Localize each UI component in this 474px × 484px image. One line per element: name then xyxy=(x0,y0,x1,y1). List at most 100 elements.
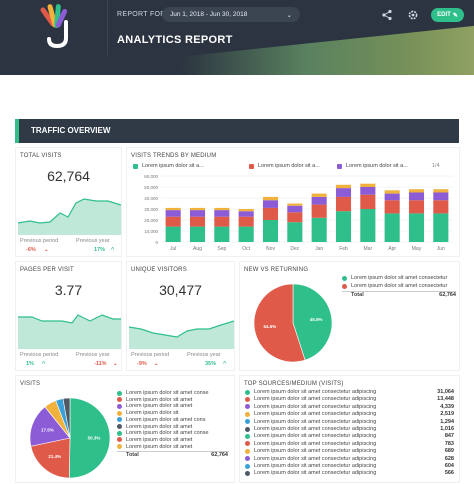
edit-button[interactable]: EDIT ✎ xyxy=(431,8,464,22)
chevron-down-icon: ⌄ xyxy=(286,11,292,19)
source-value: 13,448 xyxy=(437,396,454,403)
legend-item: Lorem ipsum dolor sit amet consectetur xyxy=(342,283,447,289)
total-value: 62,764 xyxy=(439,292,456,298)
pie-slice xyxy=(30,406,71,447)
legend-label: Lorem ipsum dolor sit amet xyxy=(126,403,193,410)
bar-segment xyxy=(214,216,230,227)
pie-label: 45.5% xyxy=(310,317,323,322)
legend-swatch xyxy=(245,404,250,410)
y-tick-label: 40,000 xyxy=(144,196,158,201)
legend-label: Lorem ipsum dolor sit amet xyxy=(126,443,193,450)
legend-pager[interactable]: 1/4 xyxy=(432,163,440,169)
legend-swatch xyxy=(245,419,250,425)
list-item: Lorem ipsum dolor sit amet consectetur a… xyxy=(245,426,376,432)
source-label: Lorem ipsum dolor sit amet consectetur a… xyxy=(254,411,377,418)
legend-swatch xyxy=(245,433,250,439)
pager-label: 1/4 xyxy=(432,163,440,169)
prev-year-label: Previous year xyxy=(187,352,221,358)
prev-period-label: Previous period xyxy=(20,238,59,244)
edit-label: EDIT xyxy=(437,12,451,18)
legend-swatch xyxy=(245,426,250,432)
legend-label: Lorem ipsum dolor sit a... xyxy=(258,163,320,169)
new-vs-returning-card: NEW VS RETURNING 45.5% 54.5% Lorem ipsum … xyxy=(239,261,460,371)
legend-swatch xyxy=(245,411,250,417)
share-icon[interactable] xyxy=(381,8,393,21)
bar-segment xyxy=(433,200,449,214)
bar-segment xyxy=(287,212,303,223)
source-value: 783 xyxy=(444,440,454,447)
bar-segment xyxy=(165,207,181,211)
source-value: 847 xyxy=(444,433,454,440)
source-value: 4,339 xyxy=(440,403,454,410)
legend-swatch xyxy=(117,410,122,416)
x-tick-label: Jun xyxy=(437,246,445,252)
sparkline xyxy=(18,314,121,349)
legend-swatch xyxy=(342,283,347,289)
source-value: 31,064 xyxy=(437,389,454,395)
bar-segment xyxy=(384,190,400,194)
section-title-bar: TRAFFIC OVERVIEW xyxy=(15,119,459,143)
legend-item: Lorem ipsum dolor sit amet xyxy=(117,444,192,450)
prev-period-label: Previous period xyxy=(131,352,170,358)
date-range-select[interactable]: Jun 1, 2018 - Jun 30, 2018 ⌄ xyxy=(162,7,300,22)
legend-swatch xyxy=(245,463,250,469)
bar-segment xyxy=(408,213,425,242)
arrow-up-icon: ^ xyxy=(42,361,46,367)
x-tick-label: Jan xyxy=(315,246,323,252)
source-value: 1,016 xyxy=(440,426,454,432)
source-label: Lorem ipsum dolor sit amet consectetur a… xyxy=(254,426,377,432)
legend-swatch xyxy=(133,163,138,169)
legend-item: Lorem ipsum dolor sit amet cons xyxy=(117,417,205,423)
source-value: 604 xyxy=(444,463,454,469)
bar-segment xyxy=(262,220,279,242)
legend-label: Lorem ipsum dolor sit amet consectetur xyxy=(351,283,448,289)
legend-swatch xyxy=(245,396,250,402)
source-label: Lorem ipsum dolor sit amet consectetur a… xyxy=(254,418,377,425)
list-item: Lorem ipsum dolor sit amet consectetur a… xyxy=(245,433,376,439)
legend-item: Lorem ipsum dolor sit xyxy=(117,410,179,416)
legend-swatch xyxy=(117,390,122,396)
legend-swatch xyxy=(337,163,342,169)
pencil-icon: ✎ xyxy=(452,12,458,19)
bar-segment xyxy=(360,187,376,195)
visits-card: VISITS 50.3% 21.4% 17.5% Lorem ipsum dolor… xyxy=(15,375,235,483)
y-tick-label: 10,000 xyxy=(144,229,158,234)
source-label: Lorem ipsum dolor sit amet consectetur a… xyxy=(254,470,377,477)
source-label: Lorem ipsum dolor sit amet consectetur a… xyxy=(254,396,377,403)
pie-label: 54.5% xyxy=(264,324,277,329)
total-label: Total xyxy=(351,292,364,298)
x-tick-label: Nov xyxy=(266,246,275,252)
legend-label: Lorem ipsum dolor sit amet conse xyxy=(126,430,209,437)
legend-swatch xyxy=(245,389,250,395)
source-value: 689 xyxy=(444,448,454,455)
legend-item: Lorem ipsum dolor sit amet xyxy=(117,424,192,430)
x-tick-label: Feb xyxy=(339,246,348,252)
bar-segment xyxy=(433,213,449,242)
bar-segment xyxy=(238,216,254,227)
stacked-bar-chart: 0 10,000 20,000 30,000 40,000 50,000 60,000 Jul… xyxy=(144,174,453,252)
legend-swatch xyxy=(117,397,122,403)
source-label: Lorem ipsum dolor sit amet consectetur a… xyxy=(254,389,377,395)
list-item: Lorem ipsum dolor sit amet consectetur a… xyxy=(245,463,376,469)
list-item: Lorem ipsum dolor sit amet consectetur a… xyxy=(245,456,376,462)
bar-segment xyxy=(262,207,279,220)
brand-logo xyxy=(0,0,108,55)
bar-segment xyxy=(189,207,206,211)
source-label: Lorem ipsum dolor sit amet consectetur a… xyxy=(254,463,377,469)
gear-icon[interactable] xyxy=(407,8,419,20)
arrow-up-icon: ^ xyxy=(223,361,227,367)
legend-item: Lorem ipsum dolor sit amet xyxy=(117,397,192,403)
prev-period-label: Previous period xyxy=(20,352,59,358)
legend-swatch xyxy=(249,163,254,169)
legend-item: Lorem ipsum dolor sit amet conse xyxy=(117,430,209,436)
card-title: TOTAL VISITS xyxy=(20,153,62,159)
legend-swatch xyxy=(117,430,122,436)
bar-segment xyxy=(189,216,206,227)
pie-label: 50.3% xyxy=(88,436,101,441)
pie-slice xyxy=(68,398,110,478)
arrow-down-icon: ⌄ xyxy=(113,361,118,367)
legend-label: Lorem ipsum dolor sit amet xyxy=(126,423,193,430)
legend-label: Lorem ipsum dolor sit amet consectetur xyxy=(351,275,448,281)
arrow-down-icon: ⌄ xyxy=(154,361,159,367)
prev-period-change: -9% xyxy=(137,361,147,367)
